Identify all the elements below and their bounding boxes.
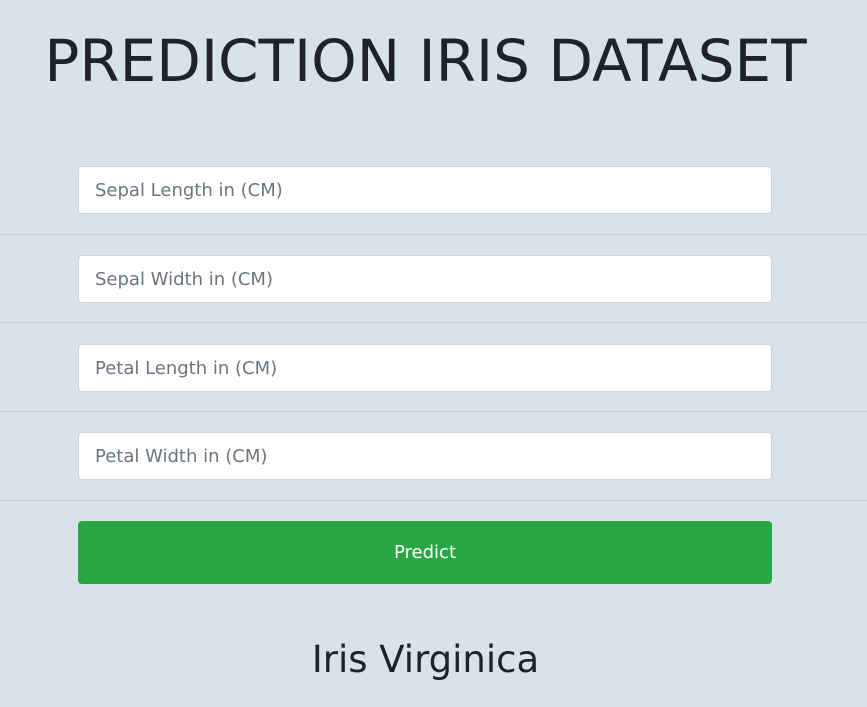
sepal-width-input[interactable]: [78, 255, 772, 303]
sepal-length-input[interactable]: [78, 166, 772, 214]
petal-width-input[interactable]: [78, 432, 772, 480]
field-row-sepal-length: [0, 146, 867, 235]
field-row-sepal-width: [0, 234, 867, 323]
prediction-result: Iris Virginica: [311, 638, 540, 681]
petal-length-input[interactable]: [78, 344, 772, 392]
field-row-petal-length: [0, 323, 867, 412]
field-row-petal-width: [0, 412, 867, 501]
page-title: PREDICTION IRIS DATASET: [44, 27, 807, 95]
predict-button[interactable]: Predict: [78, 521, 772, 584]
